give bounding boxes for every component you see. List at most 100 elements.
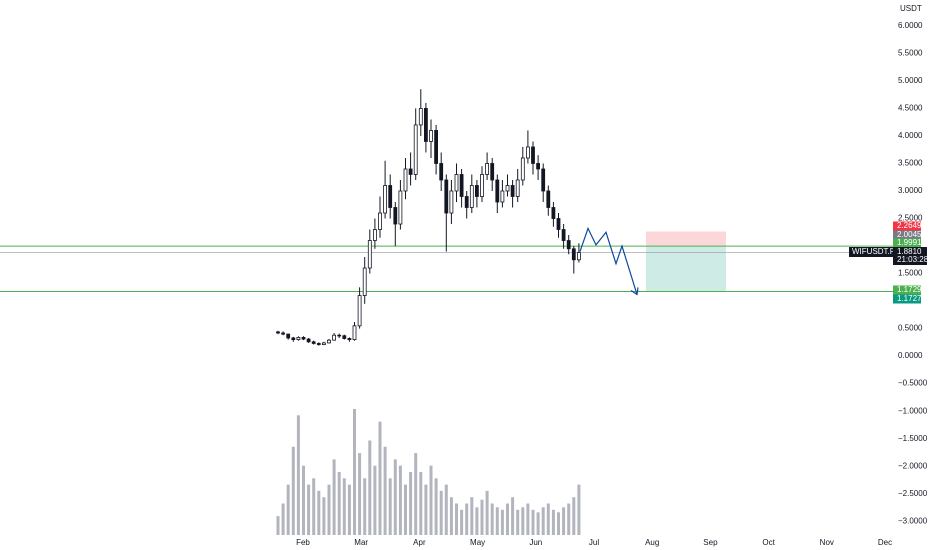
volume-bar bbox=[444, 484, 448, 535]
volume-bar bbox=[511, 497, 515, 535]
volume-bar bbox=[475, 507, 479, 535]
candle-body bbox=[398, 190, 403, 225]
volume-bar bbox=[470, 497, 474, 535]
volume-bar bbox=[398, 465, 402, 535]
volume-bar bbox=[383, 446, 387, 535]
volume-bar bbox=[393, 459, 397, 535]
y-tick-label: 0.0000 bbox=[898, 351, 923, 360]
candle-body bbox=[485, 163, 490, 175]
volume-bar bbox=[302, 465, 305, 535]
x-tick-label: Nov bbox=[820, 538, 834, 547]
y-tick-label: 5.0000 bbox=[898, 76, 923, 85]
candle-body bbox=[469, 185, 474, 208]
level-label: 1.9991 bbox=[897, 238, 922, 247]
volume-bar bbox=[449, 497, 453, 535]
volume-bar bbox=[429, 465, 433, 535]
candle-body bbox=[327, 339, 331, 344]
volume-bar bbox=[276, 516, 280, 535]
candle-body bbox=[510, 185, 515, 197]
candle-body bbox=[459, 174, 464, 197]
volume-bar bbox=[327, 484, 331, 535]
candle-body bbox=[495, 179, 500, 203]
candle-body bbox=[561, 229, 566, 241]
y-tick-label: −1.0000 bbox=[898, 406, 928, 415]
volume-bar bbox=[409, 472, 413, 535]
volume-bar bbox=[506, 503, 509, 535]
y-tick-label: −2.0000 bbox=[898, 461, 928, 470]
candle-body bbox=[551, 207, 556, 219]
y-tick-label: 3.0000 bbox=[898, 186, 923, 195]
candle-body bbox=[434, 130, 439, 164]
candle-body bbox=[566, 240, 571, 250]
volume-bar bbox=[353, 409, 356, 535]
volume-bar bbox=[312, 478, 316, 535]
candle-body bbox=[526, 146, 530, 159]
volume-bar bbox=[500, 509, 504, 535]
volume-bar bbox=[526, 503, 530, 535]
volume-bar bbox=[465, 503, 469, 535]
volume-bar bbox=[322, 497, 326, 535]
candle-body bbox=[454, 174, 459, 192]
volume-bar bbox=[388, 478, 392, 535]
x-tick-label: Mar bbox=[354, 538, 368, 547]
candle-body bbox=[429, 130, 433, 142]
candle-body bbox=[577, 252, 581, 261]
candle-body bbox=[403, 168, 408, 192]
volume-bar bbox=[516, 509, 520, 535]
volume-bar bbox=[373, 465, 377, 535]
level-label-bg bbox=[893, 285, 921, 295]
y-tick-label: −2.5000 bbox=[898, 489, 928, 498]
level-label-bg bbox=[893, 238, 921, 248]
candle-body bbox=[306, 338, 311, 343]
volume-bar bbox=[577, 484, 581, 535]
price-label-bg bbox=[893, 247, 927, 265]
volume-bar bbox=[342, 478, 346, 535]
stop-zone bbox=[646, 231, 726, 247]
volume-bar bbox=[521, 507, 525, 535]
candle-body bbox=[291, 337, 296, 341]
symbol-label: WIFUSDT.P bbox=[852, 247, 895, 256]
candle-body bbox=[546, 190, 551, 208]
y-tick-label: 1.5000 bbox=[898, 269, 923, 278]
y-tick-label: 4.5000 bbox=[898, 104, 923, 113]
candle-body bbox=[383, 185, 388, 214]
last-price-label: 1.8810 bbox=[897, 247, 922, 256]
volume-bar bbox=[495, 507, 499, 535]
volume-bar bbox=[378, 421, 382, 535]
candle-body bbox=[337, 334, 342, 337]
candle-body bbox=[388, 185, 393, 208]
level-label: 2.0045 bbox=[897, 230, 922, 239]
volume-bar bbox=[460, 509, 464, 535]
y-tick-label: 3.5000 bbox=[898, 159, 923, 168]
y-tick-label: 2.5000 bbox=[898, 214, 923, 223]
candle-body bbox=[531, 146, 535, 164]
candle-body bbox=[316, 343, 321, 345]
y-tick-label: −3.0000 bbox=[898, 516, 928, 525]
y-tick-label: 4.0000 bbox=[898, 131, 923, 140]
projection-path bbox=[579, 226, 638, 295]
candle-body bbox=[342, 335, 347, 339]
candle-body bbox=[474, 185, 479, 197]
level-label: 1.1729 bbox=[897, 285, 922, 294]
candle-body bbox=[464, 196, 469, 208]
volume-bar bbox=[358, 453, 362, 535]
y-tick-label: 5.5000 bbox=[898, 48, 923, 57]
candle-body bbox=[372, 229, 377, 241]
volume-bar bbox=[347, 484, 351, 535]
y-tick-label: 0.5000 bbox=[898, 324, 923, 333]
y-tick-label: −0.5000 bbox=[898, 379, 928, 388]
candle-body bbox=[367, 240, 372, 269]
volume-bar bbox=[307, 484, 311, 535]
volume-bar bbox=[572, 497, 576, 535]
level-label: 2.2649 bbox=[897, 221, 922, 230]
volume-bar bbox=[286, 484, 290, 535]
candle-body bbox=[556, 218, 561, 230]
volume-bar bbox=[567, 503, 571, 535]
level-label: 1.1727 bbox=[897, 294, 922, 303]
candle-body bbox=[541, 168, 546, 192]
candle-body bbox=[296, 337, 301, 341]
arrow-head bbox=[630, 287, 639, 296]
volume-bar bbox=[414, 453, 418, 535]
volume-bar bbox=[531, 509, 535, 535]
